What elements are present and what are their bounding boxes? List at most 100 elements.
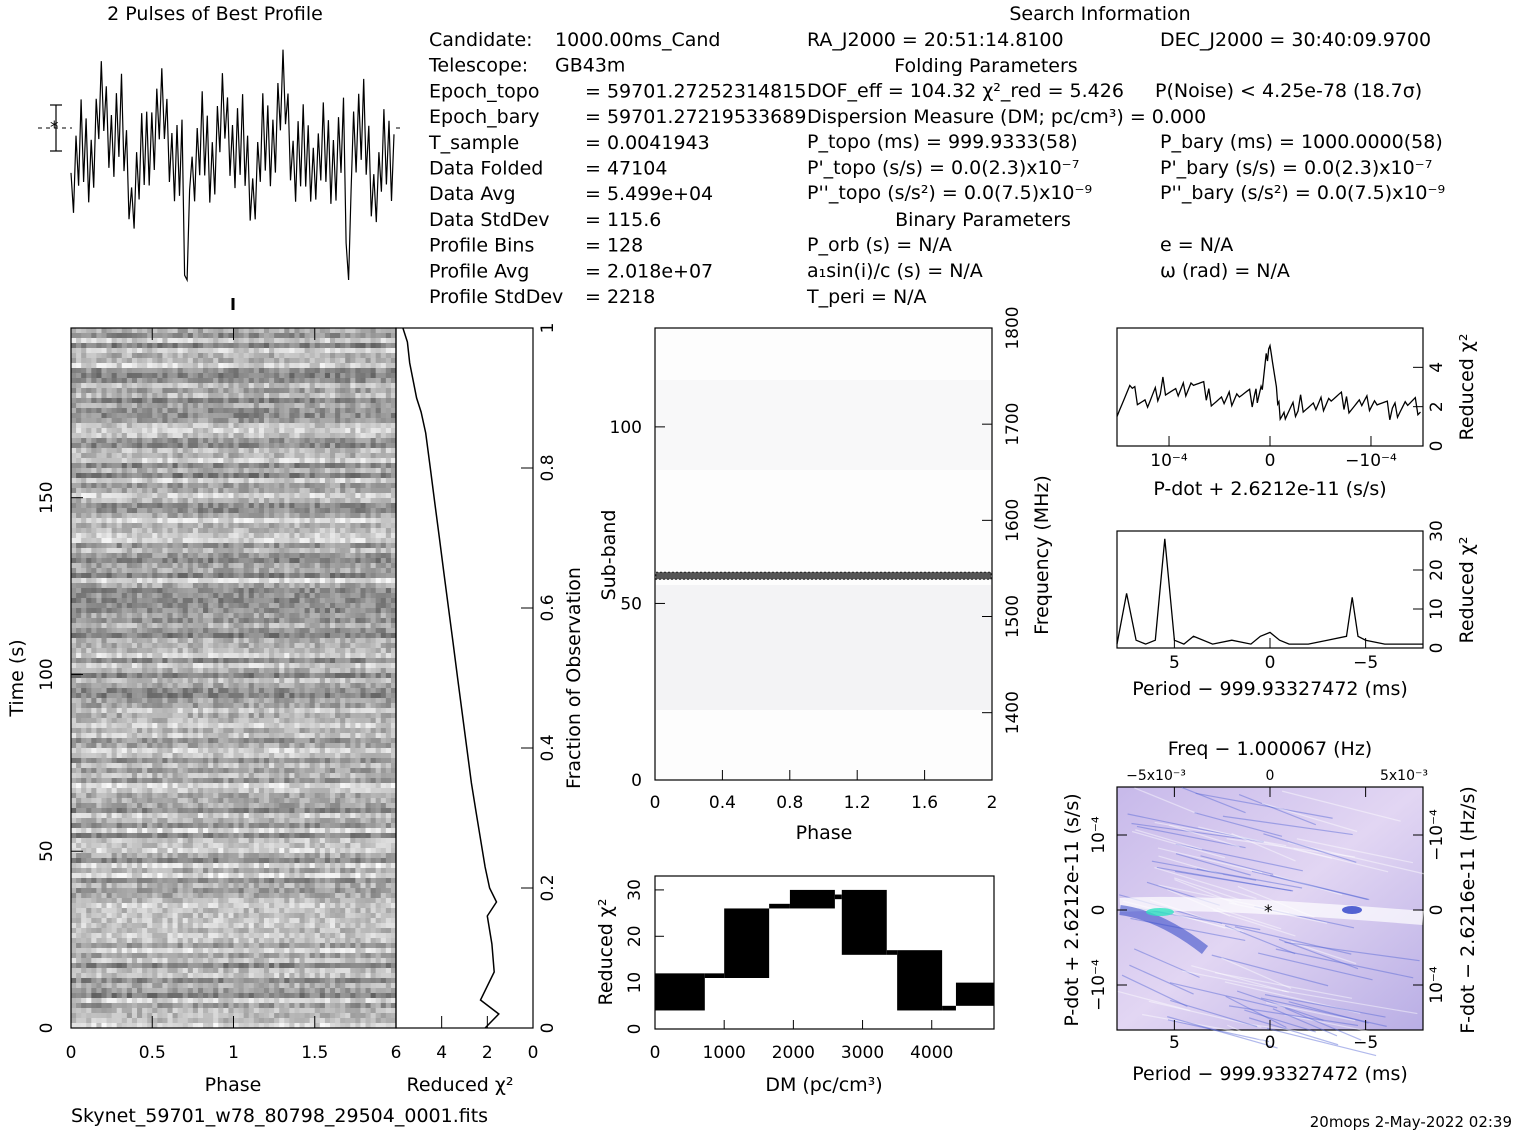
- ppd-ylabel: P-dot + 2.6212e-11 (s/s): [1061, 793, 1083, 1026]
- cf-ytick: 1: [538, 323, 558, 334]
- tp-xtick: 0: [66, 1043, 77, 1063]
- dm-xtick: 0: [650, 1043, 661, 1063]
- dm-ytick: 30: [625, 879, 645, 901]
- asini-text: a₁sin(i)/c (s) = N/A: [807, 260, 983, 282]
- tp-xtick: 1.5: [301, 1043, 328, 1063]
- param-value: = 2.018e+07: [585, 260, 713, 282]
- tp-ylabel: Time (s): [6, 639, 28, 717]
- ppd-hotspot: [1146, 908, 1174, 916]
- params-left: Candidate: 1000.00ms_Cand Telescope: GB43m E…: [428, 29, 806, 308]
- tperi-text: T_peri = N/A: [806, 286, 927, 308]
- sb-xtick: 0: [650, 793, 661, 813]
- dm-text: Dispersion Measure (DM; pc/cm³) = 0.000: [807, 106, 1206, 128]
- chi2-fraction-line: [402, 327, 500, 1029]
- cf-ytick: 0.2: [538, 874, 558, 901]
- dm-ytick: 10: [625, 972, 645, 994]
- sb-y2tick: 1400: [1003, 691, 1023, 734]
- pe-xlabel: Period − 999.93327472 (ms): [1132, 678, 1408, 700]
- ppd-x2tick: −5x10⁻³: [1126, 768, 1186, 784]
- param-value: = 2218: [585, 286, 655, 308]
- dm-xlabel: DM (pc/cm³): [765, 1074, 882, 1096]
- subband-plot: 0 0.4 0.8 1.2 1.6 2 0 50 100 1400 1500 1600 1700 1800…: [598, 306, 1053, 844]
- folding-title: Folding Parameters: [894, 55, 1077, 77]
- tp-ytick: 0: [37, 1023, 57, 1034]
- param-value: GB43m: [555, 55, 625, 77]
- param-label: Epoch_bary: [429, 106, 539, 128]
- sb-ytick: 50: [620, 594, 642, 614]
- sb-xtick: 2: [987, 793, 998, 813]
- porb-text: P_orb (s) = N/A: [807, 234, 952, 256]
- dm-step: [886, 950, 898, 955]
- profile-title: 2 Pulses of Best Profile: [107, 3, 323, 25]
- dec-text: DEC_J2000 = 30:40:09.9700: [1160, 29, 1431, 51]
- sb-ytick: 100: [610, 418, 642, 438]
- tp-xtick: 1: [228, 1043, 239, 1063]
- tp-ytick: 100: [37, 658, 57, 690]
- param-label: Data StdDev: [429, 209, 550, 231]
- cf-ytick: 0.8: [538, 454, 558, 481]
- dm-ytick: 0: [625, 1024, 645, 1035]
- sb-xtick: 1.6: [911, 793, 938, 813]
- sb-y2tick: 1500: [1003, 595, 1023, 638]
- param-value: = 59701.27252314815: [585, 80, 806, 102]
- sb-ylabel: Sub-band: [598, 510, 620, 601]
- pe-ytick: 20: [1427, 559, 1447, 581]
- ppd-title: Freq − 1.000067 (Hz): [1168, 738, 1372, 760]
- dm-chi2-plot: 0 1000 2000 3000 4000 0 10 20 30 DM (pc/cm³) Red…: [595, 875, 995, 1096]
- dm-step: [724, 908, 770, 978]
- pe-ytick: 10: [1427, 598, 1447, 620]
- param-label: Data Folded: [429, 158, 543, 180]
- profile-plot: *: [38, 49, 400, 283]
- period-chi2-line: [1116, 538, 1423, 645]
- pd-ylabel: Reduced χ²: [1456, 334, 1478, 441]
- dm-step: [942, 1005, 956, 1011]
- dm-ylabel: Reduced χ²: [595, 899, 617, 1006]
- pd-xtick: 10⁻⁴: [1150, 451, 1188, 471]
- dm-ytick: 20: [625, 925, 645, 947]
- dm-step: [655, 973, 705, 1011]
- pd-ytick: 0: [1427, 441, 1447, 452]
- cf-xtick: 6: [391, 1043, 402, 1063]
- dm-step: [955, 982, 994, 1006]
- params-right: Search Information Folding Parameters Bi…: [806, 3, 1445, 308]
- param-label: Candidate:: [429, 29, 533, 51]
- cf-xtick: 2: [482, 1043, 493, 1063]
- dof-text: DOF_eff = 104.32 χ²_red = 5.426: [807, 80, 1124, 102]
- cf-xtick: 4: [436, 1043, 447, 1063]
- ppd-ytick: −10⁻⁴: [1089, 959, 1109, 1011]
- param-value: = 0.0041943: [585, 132, 710, 154]
- ppd-y2label: F-dot − 2.6216e-11 (Hz/s): [1457, 786, 1479, 1034]
- sb-xtick: 0.8: [776, 793, 803, 813]
- param-value: = 59701.27219533689: [585, 106, 806, 128]
- param-label: T_sample: [428, 132, 519, 154]
- dm-xtick: 4000: [910, 1043, 953, 1063]
- tp-ytick: 150: [37, 481, 57, 513]
- pdtopo-text: P'_topo (s/s) = 0.0(2.3)x10⁻⁷: [807, 157, 1079, 179]
- pdot-chi2-line: [1116, 343, 1421, 422]
- cf-ytick: 0.4: [538, 734, 558, 761]
- ppd-y2tick: 10⁻⁴: [1427, 966, 1447, 1004]
- ppd-xtick: 5: [1169, 1033, 1180, 1053]
- sb-xtick: 1.2: [844, 793, 871, 813]
- omega-text: ω (rad) = N/A: [1160, 260, 1290, 282]
- tp-ytick: 50: [37, 840, 57, 862]
- cf-ytick: 0.6: [538, 594, 558, 621]
- pddbary-text: P''_bary (s/s²) = 0.0(7.5)x10⁻⁹: [1160, 182, 1445, 204]
- sb-y2tick: 1600: [1003, 499, 1023, 542]
- pe-xtick: 5: [1169, 653, 1180, 673]
- subband-highlight: [655, 571, 992, 580]
- ppd-y2tick: 0: [1427, 905, 1447, 916]
- ptopo-text: P_topo (ms) = 999.9333(58): [807, 131, 1078, 153]
- period-chi2-plot: 5 0 −5 0 10 20 30 Period − 999.93327472 (ms) R…: [1116, 520, 1478, 700]
- footer-right: 20mops 2-May-2022 02:39: [1310, 1113, 1512, 1131]
- ppd-y2tick: −10⁻⁴: [1427, 809, 1447, 861]
- profile-marker: *: [50, 118, 59, 138]
- tp-xlabel: Phase: [205, 1074, 262, 1096]
- param-label: Profile StdDev: [429, 286, 563, 308]
- pdbary-text: P'_bary (s/s) = 0.0(2.3)x10⁻⁷: [1160, 157, 1432, 179]
- dm-xtick: 3000: [841, 1043, 884, 1063]
- ppd-x2tick: 5x10⁻³: [1380, 768, 1428, 784]
- pe-xtick: −5: [1353, 653, 1378, 673]
- param-value: = 128: [585, 235, 643, 257]
